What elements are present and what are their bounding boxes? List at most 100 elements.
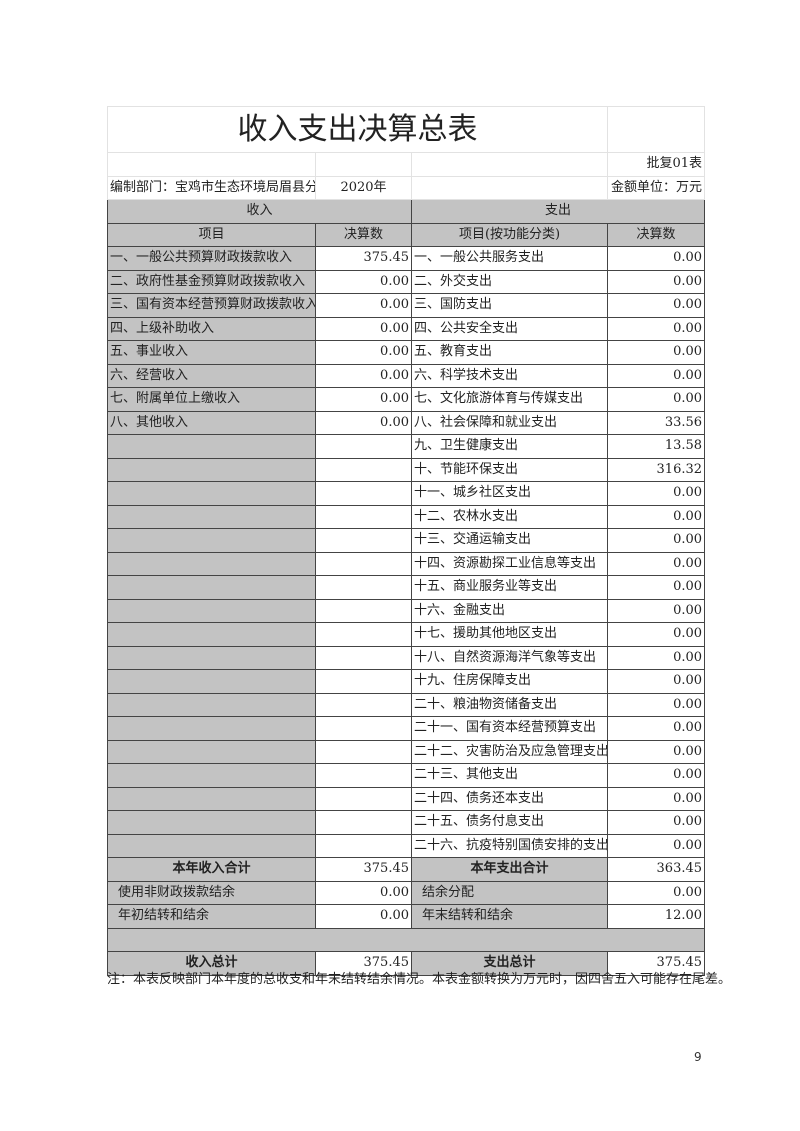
- income-header: 收入: [107, 199, 412, 224]
- unit: 金额单位：万元: [607, 175, 706, 200]
- income-item: [107, 481, 316, 506]
- income-item: [107, 763, 316, 788]
- income-expense-table: 收入支出决算总表 批复01表 编制部门：宝鸡市生态环境局眉县分局 2020年 金额单…: [106, 106, 706, 976]
- expense-amount: 0.00: [607, 387, 706, 412]
- table-row: 二十三、其他支出 0.00: [107, 763, 706, 788]
- expense-item: 十七、援助其他地区支出: [410, 622, 609, 647]
- income-amount: 0.00: [315, 316, 412, 341]
- income-amount: [315, 481, 412, 506]
- expense-item: 二、外交支出: [410, 269, 609, 294]
- year-expense: 363.45: [607, 857, 706, 882]
- income-item: [107, 622, 316, 647]
- expense-amount: 0.00: [607, 269, 706, 294]
- table-row: 十一、城乡社区支出 0.00: [107, 481, 706, 506]
- table-title: 收入支出决算总表: [106, 106, 609, 153]
- expense-item: 二十、粮油物资储备支出: [410, 692, 609, 717]
- table-row: 十六、金融支出 0.00: [107, 598, 706, 623]
- income-item: [107, 716, 316, 741]
- table-row: 十八、自然资源海洋气象等支出 0.00: [107, 645, 706, 670]
- total-expense-label: 支出总计: [410, 951, 609, 976]
- income-item: [107, 551, 316, 576]
- expense-item: 十五、商业服务业等支出: [410, 575, 609, 600]
- income-amount: [315, 810, 412, 835]
- expense-item: 十、节能环保支出: [410, 457, 609, 482]
- income-item: [107, 739, 316, 764]
- income-item: [107, 786, 316, 811]
- income-amount: [315, 786, 412, 811]
- expense-item: 三、国防支出: [410, 293, 609, 318]
- form-number: 批复01表: [607, 152, 706, 177]
- income-amount: [315, 551, 412, 576]
- income-amount: [315, 716, 412, 741]
- expense-item: 二十二、灾害防治及应急管理支出: [410, 739, 609, 764]
- expense-amount: 316.32: [607, 457, 706, 482]
- expense-item: 四、公共安全支出: [410, 316, 609, 341]
- table-row: 二十五、债务付息支出 0.00: [107, 810, 706, 835]
- expense-amount: 0.00: [607, 340, 706, 365]
- table-row: 七、附属单位上缴收入 0.00 七、文化旅游体育与传媒支出 0.00: [107, 387, 706, 412]
- expense-amount: 0.00: [607, 598, 706, 623]
- income-item: [107, 598, 316, 623]
- expense-item: 十一、城乡社区支出: [410, 481, 609, 506]
- total-expense: 375.45: [607, 951, 706, 976]
- surplus-alloc-label: 结余分配: [410, 880, 609, 905]
- income-item: [107, 528, 316, 553]
- expense-amount: 0.00: [607, 246, 706, 271]
- expense-amount: 0.00: [607, 645, 706, 670]
- income-item: 三、国有资本经营预算财政拨款收入: [107, 293, 316, 318]
- table-row: 十四、资源勘探工业信息等支出 0.00: [107, 551, 706, 576]
- expense-amount: 0.00: [607, 622, 706, 647]
- expense-item: 二十五、债务付息支出: [410, 810, 609, 835]
- income-item: [107, 669, 316, 694]
- table-row: 四、上级补助收入 0.00 四、公共安全支出 0.00: [107, 316, 706, 341]
- income-amount: [315, 833, 412, 858]
- expense-item: 六、科学技术支出: [410, 363, 609, 388]
- expense-item: 八、社会保障和就业支出: [410, 410, 609, 435]
- col-amount: 决算数: [315, 222, 412, 247]
- table-row: 十五、商业服务业等支出 0.00: [107, 575, 706, 600]
- expense-amount: 0.00: [607, 575, 706, 600]
- begin-label: 年初结转和结余: [107, 904, 316, 929]
- income-amount: [315, 692, 412, 717]
- income-amount: 0.00: [315, 340, 412, 365]
- income-item: 一、一般公共预算财政拨款收入: [107, 246, 316, 271]
- year-income-label: 本年收入合计: [107, 857, 316, 882]
- table-row: 五、事业收入 0.00 五、教育支出 0.00: [107, 340, 706, 365]
- income-item: [107, 504, 316, 529]
- end-label: 年末结转和结余: [410, 904, 609, 929]
- table-row: 二十、粮油物资储备支出 0.00: [107, 692, 706, 717]
- expense-amount: 0.00: [607, 692, 706, 717]
- col-item: 项目: [107, 222, 316, 247]
- expense-amount: 0.00: [607, 481, 706, 506]
- table-row: 九、卫生健康支出 13.58: [107, 434, 706, 459]
- expense-item: 十六、金融支出: [410, 598, 609, 623]
- department: 编制部门：宝鸡市生态环境局眉县分局: [107, 175, 316, 200]
- income-item: [107, 810, 316, 835]
- expense-amount: 33.56: [607, 410, 706, 435]
- expense-amount: 0.00: [607, 763, 706, 788]
- page-number: 9: [694, 1050, 702, 1064]
- expense-item: 五、教育支出: [410, 340, 609, 365]
- expense-amount: 13.58: [607, 434, 706, 459]
- income-amount: [315, 739, 412, 764]
- income-item: [107, 434, 316, 459]
- expense-amount: 0.00: [607, 528, 706, 553]
- expense-amount: 0.00: [607, 739, 706, 764]
- income-amount: [315, 434, 412, 459]
- table-row: 八、其他收入 0.00 八、社会保障和就业支出 33.56: [107, 410, 706, 435]
- expense-amount: 0.00: [607, 316, 706, 341]
- expense-item: 二十一、国有资本经营预算支出: [410, 716, 609, 741]
- income-amount: 0.00: [315, 269, 412, 294]
- table-row: 十七、援助其他地区支出 0.00: [107, 622, 706, 647]
- income-item: 四、上级补助收入: [107, 316, 316, 341]
- table-row: 十二、农林水支出 0.00: [107, 504, 706, 529]
- income-item: 六、经营收入: [107, 363, 316, 388]
- table-row: 六、经营收入 0.00 六、科学技术支出 0.00: [107, 363, 706, 388]
- income-item: [107, 645, 316, 670]
- income-item: [107, 575, 316, 600]
- begin: 0.00: [315, 904, 412, 929]
- table-row: 二十四、债务还本支出 0.00: [107, 786, 706, 811]
- income-item: [107, 457, 316, 482]
- table-row: 二十六、抗疫特别国债安排的支出 0.00: [107, 833, 706, 858]
